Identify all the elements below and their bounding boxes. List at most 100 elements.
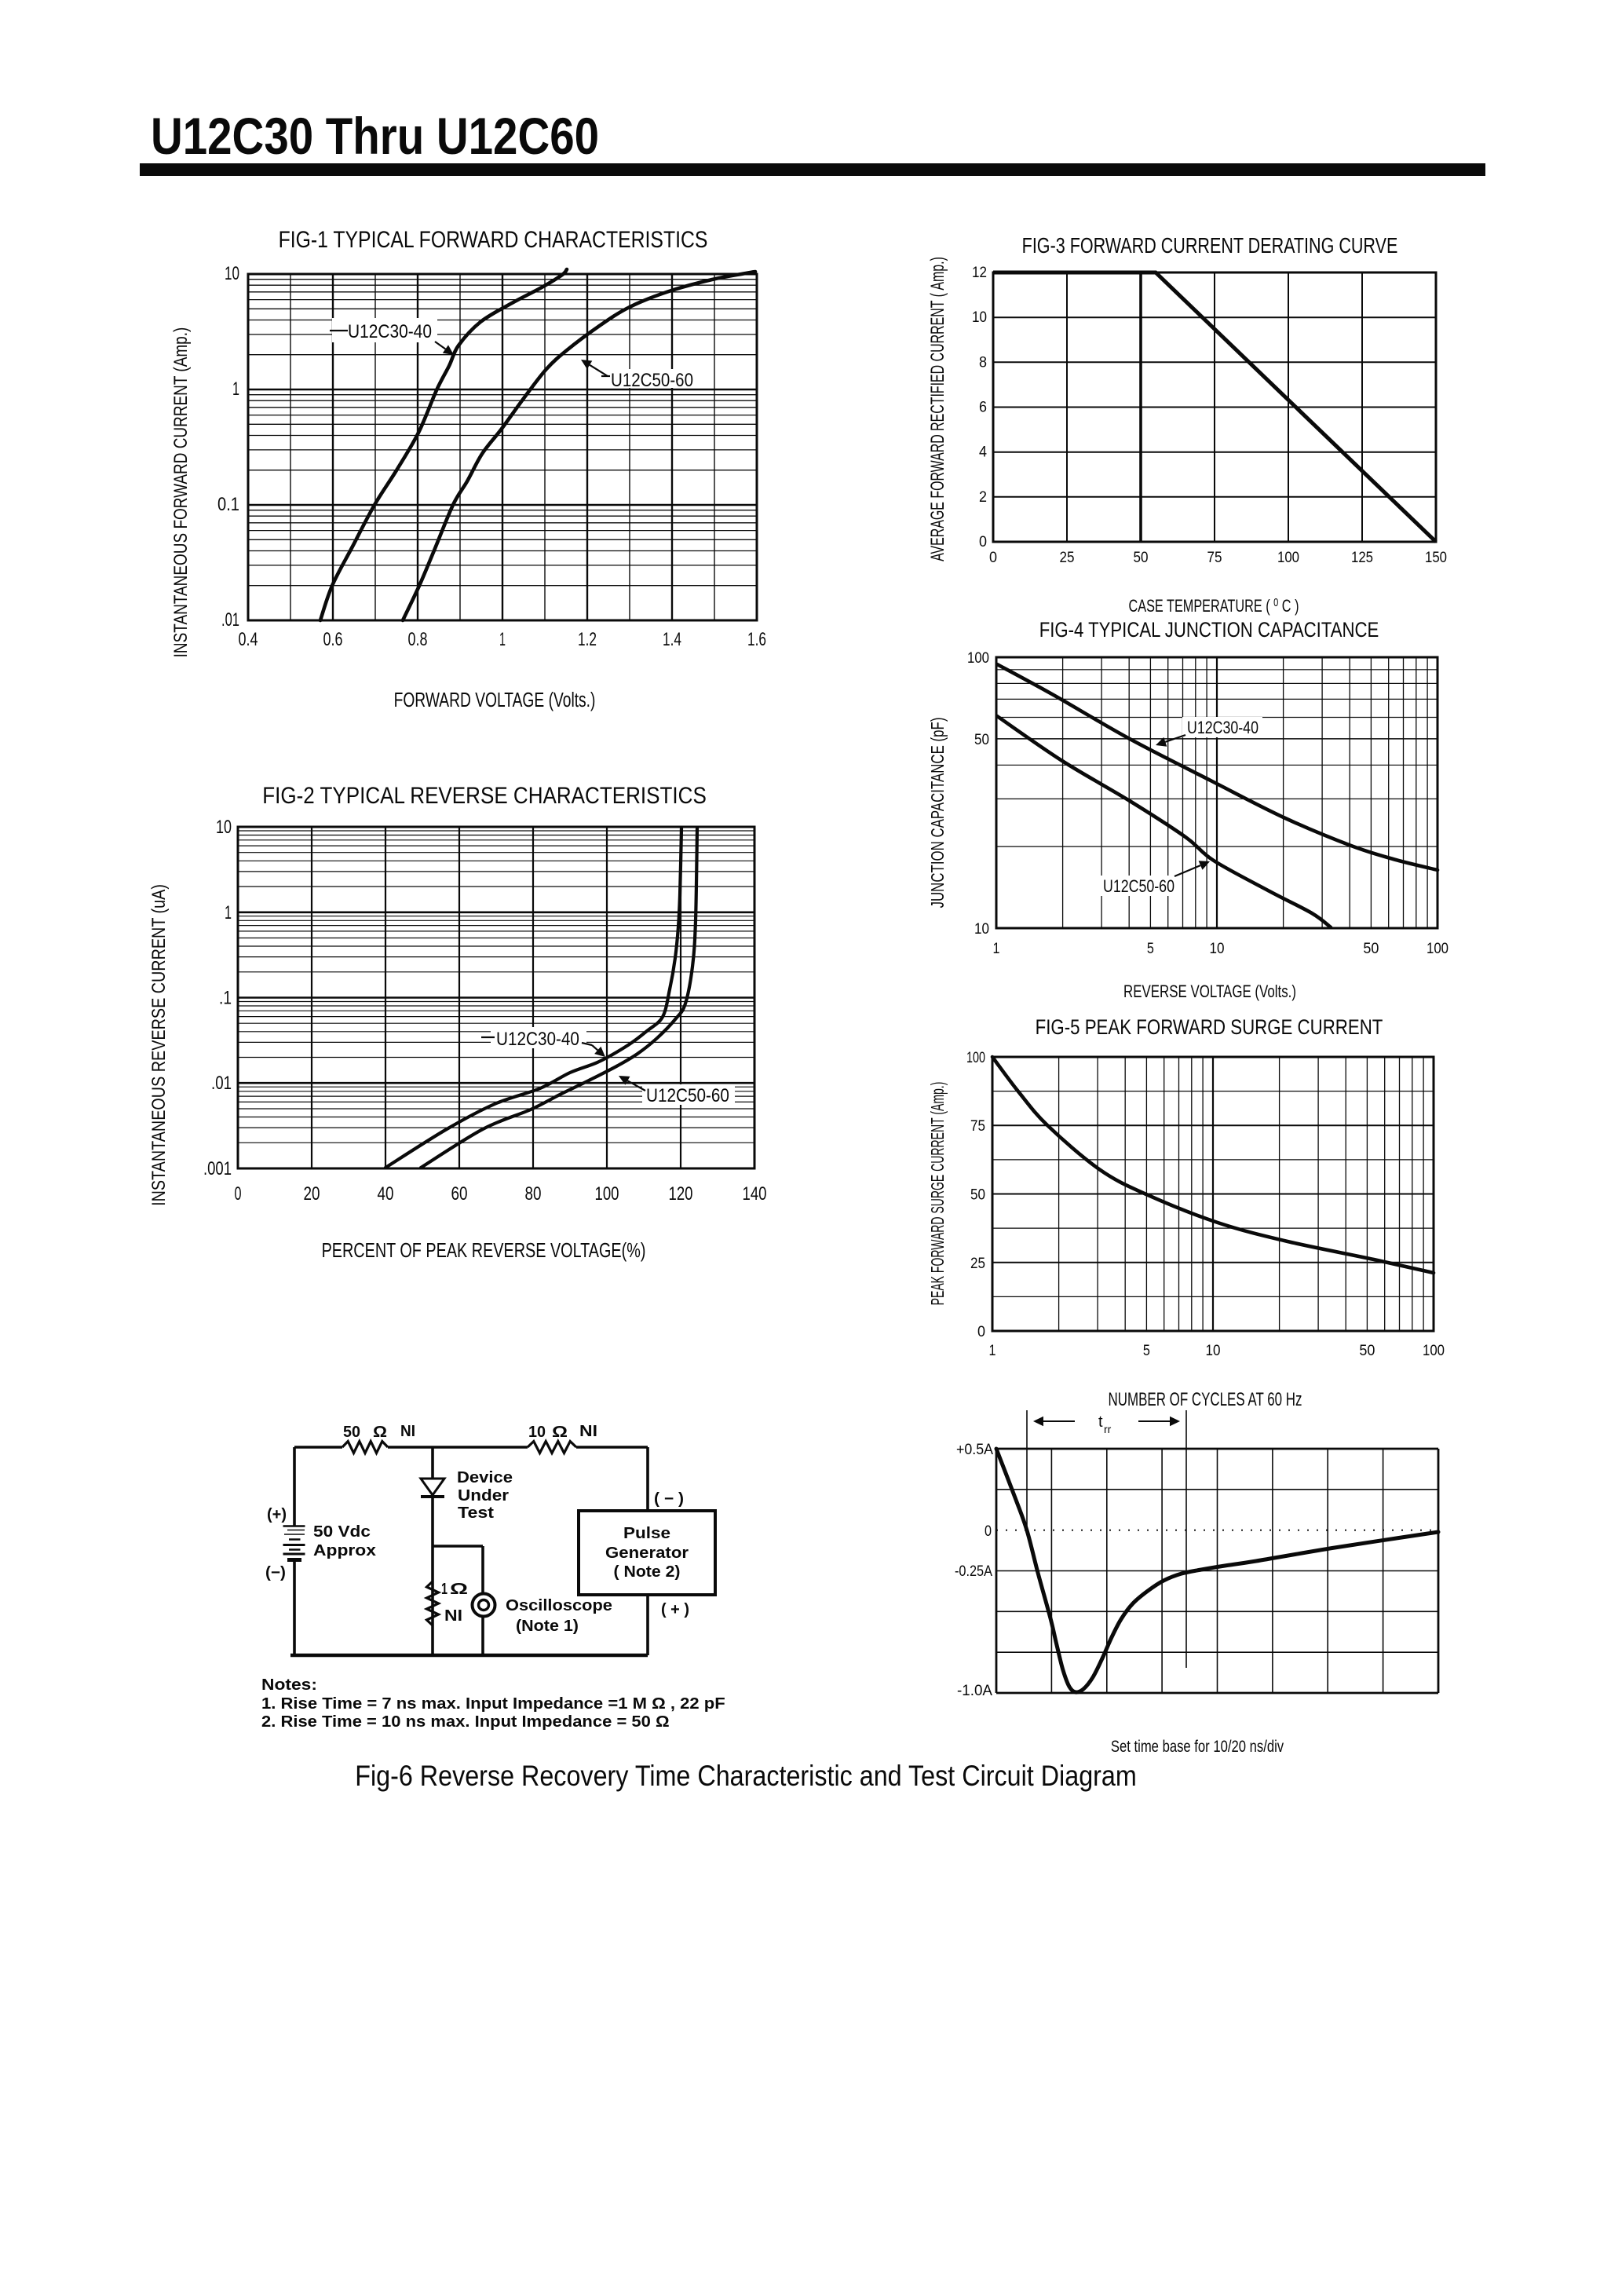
svg-text:50 Vdc: 50 Vdc: [313, 1523, 371, 1540]
svg-text:10: 10: [225, 263, 239, 283]
svg-text:.001: .001: [203, 1158, 232, 1179]
svg-text:FIG-4 TYPICAL JUNCTION CAPACIT: FIG-4 TYPICAL JUNCTION CAPACITANCE: [1039, 619, 1379, 642]
svg-text:5: 5: [1147, 940, 1154, 957]
svg-text:1: 1: [499, 629, 506, 650]
svg-text:10: 10: [1210, 940, 1225, 956]
svg-text:FIG-3 FORWARD CURRENT DERATING: FIG-3 FORWARD CURRENT DERATING CURVE: [1022, 233, 1398, 258]
svg-text:150: 150: [1425, 549, 1447, 565]
svg-text:NI: NI: [400, 1423, 415, 1441]
svg-text:100: 100: [967, 649, 989, 666]
svg-text:rr: rr: [1104, 1423, 1112, 1435]
svg-text:INSTANTANEOUS REVERSE CURRENT: INSTANTANEOUS REVERSE CURRENT (uA): [148, 884, 169, 1206]
svg-text:Oscilloscope: Oscilloscope: [506, 1597, 612, 1614]
svg-text:10: 10: [972, 309, 987, 325]
svg-text:Ω: Ω: [450, 1581, 468, 1598]
svg-text:Ω: Ω: [373, 1423, 387, 1441]
svg-text:.01: .01: [221, 609, 239, 631]
svg-text:0.4: 0.4: [239, 630, 258, 650]
svg-text:FIG-2 TYPICAL REVERSE CHARACTE: FIG-2 TYPICAL REVERSE CHARACTERISTICS: [262, 782, 707, 808]
svg-text:(+): (+): [267, 1506, 287, 1523]
svg-text:100: 100: [966, 1049, 985, 1066]
svg-text:125: 125: [1351, 549, 1373, 565]
svg-text:FIG-1 TYPICAL FORWARD CHARACTE: FIG-1 TYPICAL FORWARD CHARACTERISTICS: [279, 226, 708, 253]
svg-text:NI: NI: [579, 1421, 597, 1439]
svg-text:50: 50: [1134, 549, 1149, 565]
svg-text:100: 100: [1277, 549, 1299, 565]
svg-text:U12C50-60: U12C50-60: [646, 1085, 729, 1106]
svg-text:50: 50: [974, 731, 989, 748]
svg-text:0.1: 0.1: [217, 493, 239, 514]
svg-text:Under: Under: [458, 1486, 509, 1504]
svg-text:1.6: 1.6: [747, 629, 766, 649]
svg-text:1: 1: [992, 940, 999, 957]
svg-text:U12C50-60: U12C50-60: [1103, 877, 1174, 896]
svg-text:1: 1: [441, 1580, 448, 1598]
svg-text:25: 25: [970, 1255, 985, 1271]
svg-text:25: 25: [1060, 549, 1075, 565]
svg-text:0: 0: [977, 1323, 985, 1340]
svg-text:NUMBER OF CYCLES AT 60 Hz: NUMBER OF CYCLES AT 60 Hz: [1109, 1389, 1302, 1410]
svg-text:(Note 1): (Note 1): [516, 1618, 579, 1635]
svg-text:1: 1: [225, 902, 232, 923]
svg-text:Test: Test: [458, 1504, 494, 1522]
svg-text:8: 8: [979, 353, 987, 371]
svg-text:12: 12: [972, 264, 987, 280]
svg-text:6: 6: [979, 398, 987, 415]
svg-text:AVERAGE FORWARD RECTIFIED CURR: AVERAGE FORWARD RECTIFIED CURRENT ( Amp.…: [928, 257, 948, 561]
svg-text:.1: .1: [219, 986, 232, 1008]
svg-text:0.8: 0.8: [408, 630, 428, 650]
svg-text:5: 5: [1143, 1342, 1150, 1359]
svg-text:100: 100: [595, 1183, 619, 1205]
svg-text:4: 4: [979, 443, 987, 460]
svg-text:FIG-5 PEAK FORWARD SURGE CURRE: FIG-5 PEAK FORWARD SURGE CURRENT: [1036, 1016, 1383, 1039]
svg-text:0: 0: [234, 1183, 241, 1205]
svg-text:PEAK FORWARD SURGE CURRENT (Am: PEAK FORWARD SURGE CURRENT (Amp.): [929, 1082, 948, 1306]
svg-text:( + ): ( + ): [661, 1601, 689, 1618]
svg-text:1: 1: [232, 378, 239, 400]
svg-text:50: 50: [1363, 940, 1379, 957]
svg-text:(−): (−): [265, 1564, 286, 1581]
svg-text:INSTANTANEOUS FORWARD CURRENT: INSTANTANEOUS FORWARD CURRENT (Amp.): [170, 327, 192, 658]
svg-text:Device: Device: [457, 1469, 513, 1486]
svg-text:0: 0: [989, 549, 997, 566]
svg-text:U12C50-60: U12C50-60: [611, 370, 693, 391]
svg-text:75: 75: [1207, 549, 1222, 565]
svg-text:0: 0: [979, 533, 987, 550]
svg-text:U12C30-40: U12C30-40: [348, 321, 432, 342]
svg-text:10: 10: [216, 817, 232, 838]
svg-text:100: 100: [1423, 1342, 1445, 1358]
svg-text:U12C30 Thru U12C60: U12C30 Thru U12C60: [151, 108, 599, 166]
svg-text:NI: NI: [444, 1606, 462, 1624]
svg-text:10: 10: [974, 920, 989, 937]
svg-text:2. Rise Time = 10 ns max. Inpu: 2. Rise Time = 10 ns max. Input Impedanc…: [261, 1713, 670, 1731]
svg-text:1. Rise Time = 7 ns max. Input: 1. Rise Time = 7 ns max. Input Impedance…: [261, 1695, 725, 1713]
svg-text:10: 10: [528, 1424, 546, 1441]
svg-text:20: 20: [303, 1183, 320, 1205]
svg-text:Ω: Ω: [552, 1423, 568, 1440]
svg-text:U12C30-40: U12C30-40: [496, 1029, 579, 1050]
svg-text:1.4: 1.4: [663, 629, 681, 649]
svg-text:1: 1: [988, 1342, 995, 1359]
svg-text:JUNCTION CAPACITANCE (pF): JUNCTION CAPACITANCE (pF): [929, 718, 948, 909]
svg-text:80: 80: [524, 1183, 541, 1205]
svg-text:0: 0: [985, 1523, 992, 1540]
svg-text:CASE TEMPERATURE ( 0 C ): CASE TEMPERATURE ( 0 C ): [1129, 596, 1299, 616]
svg-text:+0.5A: +0.5A: [956, 1440, 994, 1457]
svg-text:Fig-6 Reverse Recovery Time Ch: Fig-6 Reverse Recovery Time Characterist…: [355, 1760, 1137, 1792]
svg-text:140: 140: [743, 1183, 767, 1205]
svg-text:( − ): ( − ): [654, 1490, 684, 1507]
svg-text:Set time base for 10/20 ns/di: Set time base for 10/20 ns/div: [1111, 1738, 1284, 1756]
svg-text:100: 100: [1427, 940, 1448, 956]
svg-text:.01: .01: [211, 1073, 232, 1094]
svg-text:2: 2: [979, 488, 987, 505]
svg-text:50: 50: [343, 1424, 360, 1441]
svg-text:0.6: 0.6: [323, 630, 343, 650]
svg-text:Approx: Approx: [313, 1541, 376, 1559]
svg-text:1.2: 1.2: [578, 629, 597, 649]
svg-text:40: 40: [377, 1183, 393, 1205]
svg-text:50: 50: [1359, 1342, 1375, 1359]
svg-text:10: 10: [1206, 1342, 1221, 1358]
svg-text:-1.0A: -1.0A: [957, 1683, 992, 1699]
svg-text:( Note 2): ( Note 2): [614, 1563, 681, 1581]
svg-text:50: 50: [970, 1186, 985, 1203]
